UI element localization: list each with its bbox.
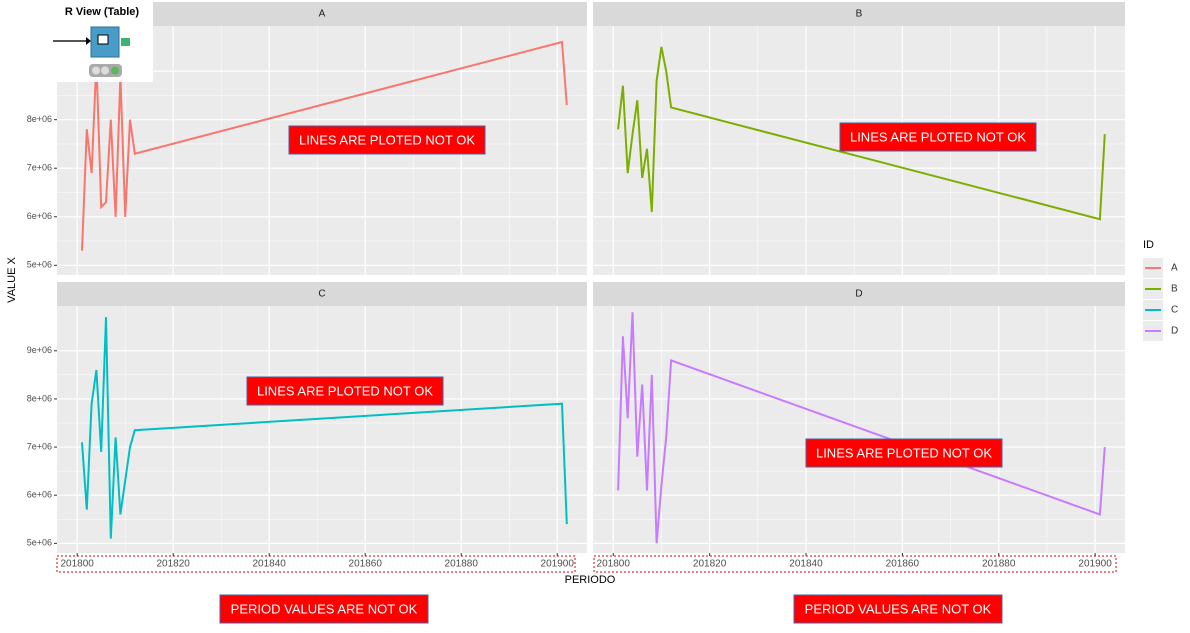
highlight-box bbox=[593, 555, 1117, 573]
legend-label: A bbox=[1171, 263, 1178, 274]
x-tick-label: 201880 bbox=[982, 559, 1016, 570]
annotation-box bbox=[288, 125, 486, 155]
strip-label: B bbox=[856, 9, 863, 20]
strip bbox=[57, 282, 587, 306]
x-tick-label: 201820 bbox=[156, 559, 190, 570]
period-note-box bbox=[793, 594, 1003, 624]
x-tick-label: 201900 bbox=[541, 559, 575, 570]
data-line bbox=[81, 40, 568, 251]
y-tick-label: 7e+06 bbox=[27, 441, 52, 451]
y-tick-label: 8e+06 bbox=[27, 114, 52, 124]
legend-title: ID bbox=[1143, 239, 1154, 251]
x-axis-label: PERIODO bbox=[565, 574, 616, 586]
strip bbox=[593, 2, 1125, 26]
y-tick-label: 6e+06 bbox=[27, 211, 52, 221]
y-tick-label: 8e+06 bbox=[27, 393, 52, 403]
annotation: LINES ARE PLOTED NOT OK bbox=[816, 445, 992, 460]
x-tick-label: 201860 bbox=[886, 559, 920, 570]
node-icon-table bbox=[97, 34, 109, 45]
legend-label: B bbox=[1171, 284, 1178, 295]
x-tick-label: 201860 bbox=[349, 559, 383, 570]
legend-label: D bbox=[1171, 326, 1178, 337]
x-tick-label: 201840 bbox=[789, 559, 823, 570]
strip bbox=[593, 282, 1125, 306]
node-port-out bbox=[121, 38, 130, 46]
status-light bbox=[92, 66, 100, 75]
y-tick-label: 6e+06 bbox=[27, 490, 52, 500]
highlight-box bbox=[56, 555, 576, 573]
x-tick-label: 201800 bbox=[597, 559, 631, 570]
strip-label: A bbox=[319, 9, 326, 20]
status-light bbox=[101, 66, 109, 75]
data-line bbox=[617, 312, 1106, 544]
x-tick-label: 201820 bbox=[693, 559, 727, 570]
y-tick-label: 9e+06 bbox=[27, 345, 52, 355]
legend-label: C bbox=[1171, 305, 1178, 316]
annotation: LINES ARE PLOTED NOT OK bbox=[257, 383, 433, 398]
y-tick-label: 5e+06 bbox=[27, 538, 52, 548]
node-label: R View (Table) bbox=[65, 6, 140, 18]
data-line bbox=[617, 46, 1106, 221]
x-tick-label: 201800 bbox=[60, 559, 94, 570]
y-axis-label: VALUE X bbox=[6, 257, 18, 303]
annotation: LINES ARE PLOTED NOT OK bbox=[299, 132, 475, 147]
annotation-box bbox=[246, 376, 444, 406]
arrow-head bbox=[86, 37, 91, 45]
y-tick-label: 5e+06 bbox=[27, 260, 52, 270]
strip-label: D bbox=[855, 289, 862, 300]
period-note: PERIOD VALUES ARE NOT OK bbox=[231, 601, 418, 616]
data-line bbox=[81, 317, 568, 539]
annotation: LINES ARE PLOTED NOT OK bbox=[850, 129, 1026, 144]
x-tick-label: 201880 bbox=[445, 559, 479, 570]
annotation-box bbox=[839, 122, 1037, 152]
period-note: PERIOD VALUES ARE NOT OK bbox=[805, 601, 992, 616]
x-tick-label: 201900 bbox=[1078, 559, 1112, 570]
period-note-box bbox=[219, 594, 429, 624]
status-light bbox=[111, 66, 119, 75]
y-tick-label: 7e+06 bbox=[27, 163, 52, 173]
annotation-box bbox=[805, 438, 1003, 468]
panel-background bbox=[593, 306, 1125, 553]
strip-label: C bbox=[318, 289, 325, 300]
x-tick-label: 201840 bbox=[253, 559, 287, 570]
node-widget[interactable]: R View (Table) bbox=[0, 0, 153, 82]
